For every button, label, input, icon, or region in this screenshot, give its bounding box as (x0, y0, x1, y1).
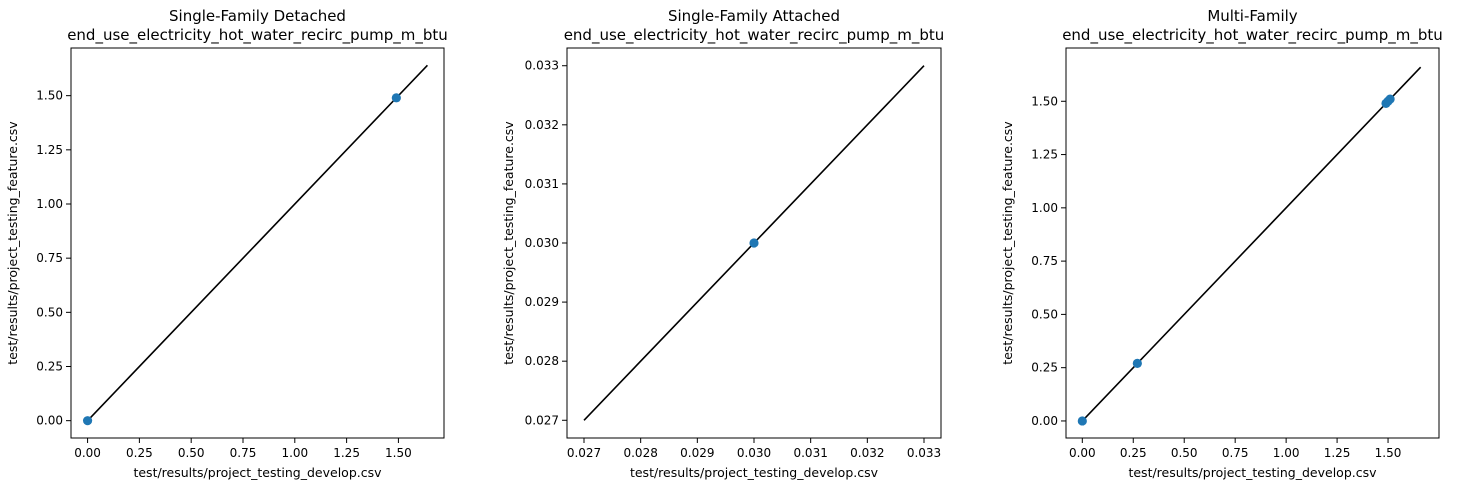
y-tick-label: 1.25 (1031, 148, 1058, 162)
x-tick-label: 0.50 (178, 446, 205, 460)
x-axis-label: test/results/project_testing_develop.csv (1128, 465, 1377, 480)
x-tick-label: 0.25 (126, 446, 153, 460)
data-point (1132, 358, 1142, 369)
subplot-1: Single-Family Detachedend_use_electricit… (5, 7, 448, 480)
data-point (82, 416, 93, 426)
x-tick-label: 0.027 (567, 446, 601, 460)
x-tick-label: 0.25 (1120, 446, 1147, 460)
y-tick-label: 0.028 (525, 354, 559, 368)
subplot-2: Single-Family Attachedend_use_electricit… (501, 7, 944, 480)
y-tick-label: 0.25 (36, 360, 63, 374)
y-axis-label: test/results/project_testing_feature.csv (501, 121, 516, 365)
data-point (1077, 416, 1087, 426)
y-tick-label: 0.029 (525, 295, 559, 309)
y-tick-label: 0.030 (525, 236, 559, 250)
x-tick-label: 1.00 (281, 446, 308, 460)
y-tick-label: 0.032 (525, 118, 559, 132)
y-axis-label: test/results/project_testing_feature.csv (1000, 121, 1015, 365)
x-tick-label: 1.25 (1324, 446, 1351, 460)
y-tick-label: 0.00 (36, 414, 63, 428)
y-tick-label: 1.50 (1031, 94, 1058, 108)
chart-title-line-2: end_use_electricity_hot_water_recirc_pum… (67, 26, 448, 45)
charts-root: Single-Family Detachedend_use_electricit… (5, 7, 1443, 480)
subplot-3: Multi-Familyend_use_electricity_hot_wate… (1000, 7, 1443, 480)
y-tick-label: 1.00 (1031, 201, 1058, 215)
x-tick-label: 0.032 (850, 446, 884, 460)
x-axis-label: test/results/project_testing_develop.csv (133, 465, 382, 480)
y-tick-label: 0.50 (1031, 307, 1058, 321)
x-tick-label: 1.50 (1375, 446, 1402, 460)
y-tick-label: 1.50 (36, 89, 63, 103)
x-tick-label: 0.029 (680, 446, 714, 460)
axes-frame (1065, 47, 1440, 439)
y-axis-label: test/results/project_testing_feature.csv (5, 121, 20, 365)
x-tick-label: 0.030 (737, 446, 771, 460)
data-point (749, 238, 759, 248)
chart-title-line-2: end_use_electricity_hot_water_recirc_pum… (1062, 26, 1443, 45)
x-tick-label: 0.033 (907, 446, 941, 460)
y-tick-label: 0.033 (525, 59, 559, 73)
x-tick-label: 0.75 (230, 446, 257, 460)
x-tick-label: 0.75 (1222, 446, 1249, 460)
data-point (391, 93, 401, 103)
chart-title-line-1: Multi-Family (1207, 7, 1297, 25)
y-tick-label: 0.027 (525, 413, 559, 427)
x-tick-label: 1.00 (1273, 446, 1300, 460)
y-tick-label: 0.00 (1031, 414, 1058, 428)
x-axis-label: test/results/project_testing_develop.csv (630, 465, 879, 480)
x-tick-label: 1.50 (385, 446, 412, 460)
chart-title-line-2: end_use_electricity_hot_water_recirc_pum… (564, 26, 945, 45)
axes-frame (70, 47, 445, 439)
chart-title-line-1: Single-Family Attached (668, 7, 840, 25)
x-tick-label: 0.00 (1069, 446, 1096, 460)
y-tick-label: 1.00 (36, 197, 63, 211)
data-point (1385, 94, 1395, 104)
chart-title-line-1: Single-Family Detached (169, 7, 346, 25)
x-tick-label: 0.031 (793, 446, 827, 460)
y-tick-label: 0.75 (36, 251, 63, 265)
y-tick-label: 0.031 (525, 177, 559, 191)
y-tick-label: 0.50 (36, 305, 63, 319)
identity-line (86, 64, 429, 422)
x-tick-label: 0.028 (623, 446, 657, 460)
y-tick-label: 0.25 (1031, 361, 1058, 375)
y-tick-label: 0.75 (1031, 254, 1058, 268)
y-tick-label: 1.25 (36, 143, 63, 157)
x-tick-label: 0.00 (74, 446, 101, 460)
x-tick-label: 1.25 (333, 446, 360, 460)
x-tick-label: 0.50 (1171, 446, 1198, 460)
